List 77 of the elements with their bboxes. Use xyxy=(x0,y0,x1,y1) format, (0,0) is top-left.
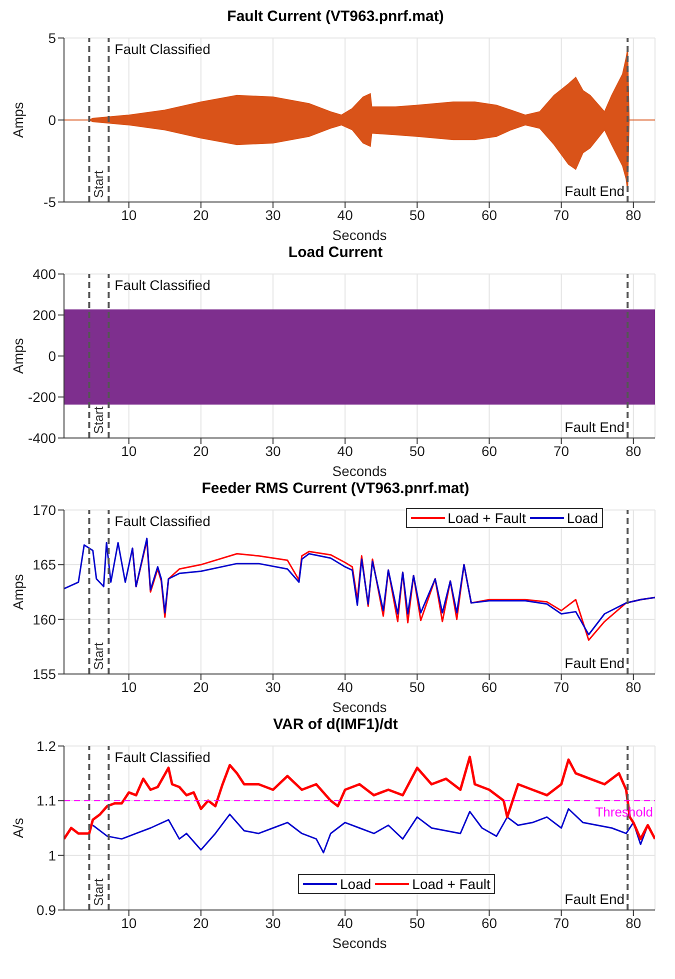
chart-title: Fault Current (VT963.pnrf.mat) xyxy=(226,8,445,26)
x-axis-title: Seconds xyxy=(332,463,387,479)
ref-line-label: Fault End xyxy=(564,655,625,671)
x-tick-label: 70 xyxy=(554,442,570,459)
ref-line-label: Fault End xyxy=(564,891,625,907)
x-tick-label: 60 xyxy=(481,442,498,459)
x-tick-label: 30 xyxy=(265,678,282,695)
x-tick-label: 10 xyxy=(121,678,137,695)
ref-line-label: Fault Classified xyxy=(114,277,210,293)
x-tick-label: 60 xyxy=(481,206,498,223)
y-axis-title: Amps xyxy=(10,102,26,138)
x-tick-label: 30 xyxy=(265,442,282,459)
x-tick-label: 20 xyxy=(193,206,209,223)
y-tick-label: 0 xyxy=(48,112,56,128)
x-tick-label: 80 xyxy=(626,206,642,223)
y-tick-label: 0.9 xyxy=(36,902,56,918)
x-tick-label: 10 xyxy=(121,206,137,223)
y-tick-label: 1 xyxy=(48,847,56,864)
legend-label: Load xyxy=(566,510,598,526)
x-tick-label: 20 xyxy=(193,442,209,459)
x-tick-label: 60 xyxy=(481,678,498,695)
ref-line-label: Fault Classified xyxy=(114,41,210,57)
chart-title: VAR of d(IMF1)/dt xyxy=(272,716,399,734)
ref-line-label: Start xyxy=(91,406,106,434)
x-tick-label: 50 xyxy=(409,914,426,931)
y-tick-label: 170 xyxy=(32,502,56,518)
y-axis-title: A/s xyxy=(10,818,26,838)
y-tick-label: 1.1 xyxy=(36,792,56,809)
x-tick-label: 40 xyxy=(337,206,354,223)
x-tick-label: 70 xyxy=(554,914,570,931)
y-tick-label: 1.2 xyxy=(36,738,56,754)
y-axis-title: Amps xyxy=(10,338,26,374)
x-axis-title: Seconds xyxy=(332,699,387,715)
chart-title: Load Current xyxy=(287,244,384,262)
x-tick-label: 40 xyxy=(337,442,354,459)
ref-line-label: Fault Classified xyxy=(114,749,210,765)
legend-label: Load xyxy=(340,876,372,892)
x-tick-label: 30 xyxy=(265,914,282,931)
ref-line-label: Fault Classified xyxy=(114,513,210,529)
y-tick-label: 155 xyxy=(32,666,56,682)
x-tick-label: 40 xyxy=(337,678,354,695)
x-tick-label: 80 xyxy=(626,914,642,931)
x-tick-label: 70 xyxy=(554,678,570,695)
x-tick-label: 30 xyxy=(265,206,282,223)
legend-label: Load + Fault xyxy=(448,510,526,526)
y-tick-label: 165 xyxy=(32,556,56,573)
y-axis-title: Amps xyxy=(10,574,26,610)
line-series xyxy=(64,538,655,636)
x-tick-label: 10 xyxy=(121,442,137,459)
y-tick-label: 200 xyxy=(32,306,56,323)
x-tick-label: 70 xyxy=(554,206,570,223)
chart-title: Feeder RMS Current (VT963.pnrf.mat) xyxy=(200,480,470,498)
y-tick-label: 5 xyxy=(48,30,56,46)
ref-line-label: Start xyxy=(91,170,106,198)
x-tick-label: 80 xyxy=(626,678,642,695)
legend-label: Load + Fault xyxy=(412,876,490,892)
y-tick-label: 160 xyxy=(32,611,56,628)
y-tick-label: -5 xyxy=(44,194,56,210)
y-tick-label: -200 xyxy=(28,388,56,405)
x-tick-label: 50 xyxy=(409,678,426,695)
x-tick-label: 60 xyxy=(481,914,498,931)
x-axis-title: Seconds xyxy=(332,935,387,951)
x-tick-label: 50 xyxy=(409,442,426,459)
y-tick-label: 400 xyxy=(32,266,56,282)
y-tick-label: -400 xyxy=(28,430,56,446)
x-tick-label: 10 xyxy=(121,914,137,931)
ref-line-label: Start xyxy=(91,878,106,906)
x-tick-label: 50 xyxy=(409,206,426,223)
x-axis-title: Seconds xyxy=(332,227,387,243)
x-tick-label: 20 xyxy=(193,914,209,931)
x-tick-label: 20 xyxy=(193,678,209,695)
ref-line-label: Fault End xyxy=(564,419,625,435)
ref-line-label: Start xyxy=(91,642,106,670)
x-tick-label: 80 xyxy=(626,442,642,459)
ref-line-label: Fault End xyxy=(564,183,625,199)
x-tick-label: 40 xyxy=(337,914,354,931)
y-tick-label: 0 xyxy=(48,348,56,364)
